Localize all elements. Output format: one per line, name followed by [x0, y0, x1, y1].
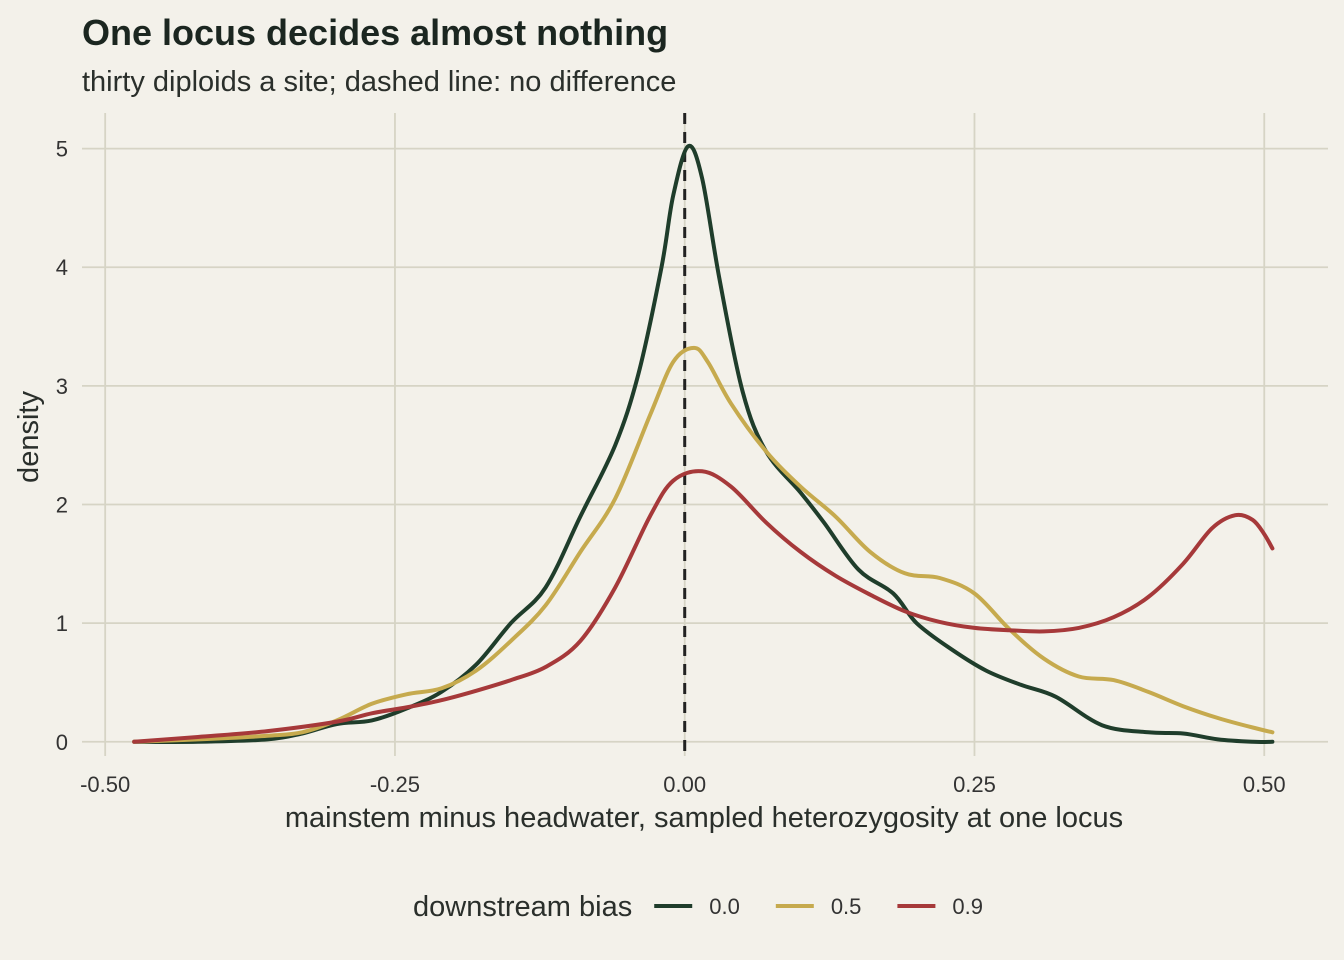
chart-title: One locus decides almost nothing [82, 12, 668, 53]
y-tick-label: 4 [56, 255, 68, 280]
series-line-0.5 [132, 345, 1275, 744]
x-tick-label: -0.25 [370, 772, 420, 797]
x-tick-label: 0.50 [1243, 772, 1286, 797]
series-line-0.0 [132, 143, 1275, 744]
x-axis-title: mainstem minus headwater, sampled hetero… [285, 802, 1123, 834]
legend-label-0.0: 0.0 [709, 894, 740, 919]
y-axis-ticks: 0 1 2 3 4 5 [56, 137, 68, 755]
chart-subtitle: thirty diploids a site; dashed line: no … [82, 66, 676, 98]
x-tick-label: -0.50 [80, 772, 130, 797]
series-lines [132, 143, 1275, 744]
x-axis-ticks: -0.50 -0.25 0.00 0.25 0.50 [80, 772, 1286, 797]
legend: downstream bias 0.0 0.5 0.9 [413, 891, 983, 923]
y-tick-label: 0 [56, 730, 68, 755]
grid-lines [82, 113, 1328, 756]
y-tick-label: 5 [56, 137, 68, 162]
y-axis-title: density [13, 391, 45, 483]
y-tick-label: 2 [56, 492, 68, 517]
legend-title: downstream bias [413, 891, 632, 923]
x-tick-label: 0.00 [663, 772, 706, 797]
legend-label-0.9: 0.9 [952, 894, 983, 919]
y-tick-label: 1 [56, 611, 68, 636]
y-tick-label: 3 [56, 374, 68, 399]
x-tick-label: 0.25 [953, 772, 996, 797]
series-line-0.9 [132, 469, 1275, 744]
legend-label-0.5: 0.5 [831, 894, 862, 919]
